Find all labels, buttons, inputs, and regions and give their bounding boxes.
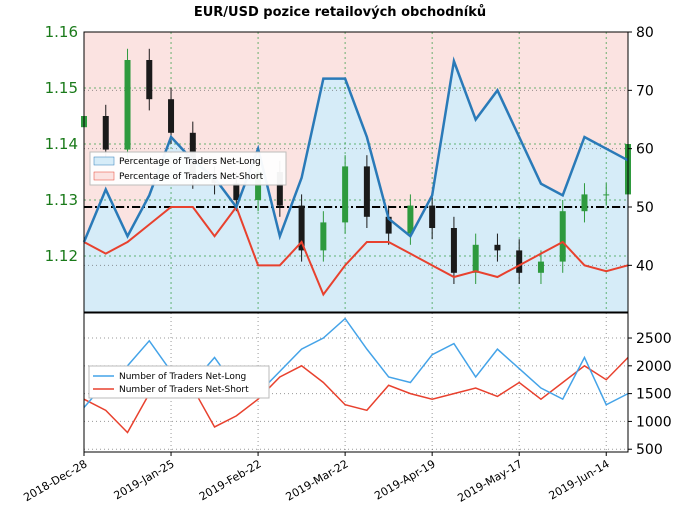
candle-body <box>559 211 566 262</box>
legend-swatch-short <box>93 171 115 181</box>
chart-title: EUR/USD pozice retailových obchodníků <box>194 5 486 20</box>
x-tick-label: 2019-Jun-14 <box>547 457 612 502</box>
net-long-percent-line <box>82 56 629 243</box>
legend-label-long: Percentage of Traders Net-Long <box>119 157 261 167</box>
right-tick-label: 60 <box>636 142 654 158</box>
left-tick-label: 1.13 <box>45 191 78 209</box>
candle-body <box>450 228 457 273</box>
candle-body <box>363 166 370 217</box>
candle-body <box>102 116 109 150</box>
candle-body <box>233 183 240 200</box>
legend-percent <box>89 151 287 186</box>
candle-body <box>298 205 305 251</box>
right-tick-label: 80 <box>636 25 654 41</box>
candle-body <box>124 60 131 150</box>
right-tick-label-lower: 500 <box>636 442 663 458</box>
candle-body <box>407 205 414 234</box>
right-tick-label: 70 <box>636 83 654 99</box>
left-tick-label: 1.14 <box>45 135 78 153</box>
candle-body <box>276 172 283 206</box>
net-long-area <box>84 61 628 312</box>
candle-body <box>146 60 153 100</box>
right-tick-label-lower: 1000 <box>636 414 672 430</box>
legend-box-lower <box>88 365 270 399</box>
legend-count <box>88 365 270 399</box>
legend-label-count-long: Number of Traders Net-Long <box>119 372 246 382</box>
candle-body <box>342 166 349 223</box>
legend-box <box>89 151 287 186</box>
right-tick-label-lower: 2000 <box>636 359 672 375</box>
right-tick-label-lower: 2500 <box>636 331 672 347</box>
candle-body <box>320 222 327 251</box>
candle-body <box>168 99 175 133</box>
right-tick-label: 50 <box>636 200 654 216</box>
x-tick-label: 2019-Apr-19 <box>372 457 437 502</box>
legend-label-short: Percentage of Traders Net-Short <box>119 172 264 182</box>
left-tick-label: 1.15 <box>45 79 78 97</box>
candle-body <box>255 172 262 200</box>
legend-swatch-long <box>93 156 115 166</box>
top-plot-frame <box>83 31 629 313</box>
right-tick-label-lower: 1500 <box>636 387 672 403</box>
net-short-percent-line <box>83 204 629 297</box>
bottom-plot-frame <box>83 312 629 453</box>
x-tick-label: 2019-May-17 <box>455 457 524 505</box>
candle-body <box>537 261 544 273</box>
right-tick-label: 40 <box>636 258 654 274</box>
candle-body <box>385 216 392 234</box>
candle-body <box>494 244 501 251</box>
x-tick-label: 2018-Dec-28 <box>21 457 89 504</box>
x-tick-label: 2019-Jan-25 <box>112 457 177 502</box>
candle-body <box>429 205 436 228</box>
left-tick-label: 1.16 <box>45 23 78 41</box>
candle-body <box>516 250 523 273</box>
left-tick-label: 1.12 <box>45 247 78 265</box>
legend-label-count-short: Number of Traders Net-Short <box>119 385 249 395</box>
candle-body <box>472 244 479 273</box>
candle-body <box>603 194 610 196</box>
x-tick-label: 2019-Mar-22 <box>284 457 351 503</box>
x-tick-label: 2019-Feb-22 <box>197 457 264 503</box>
candle-body <box>581 194 588 212</box>
